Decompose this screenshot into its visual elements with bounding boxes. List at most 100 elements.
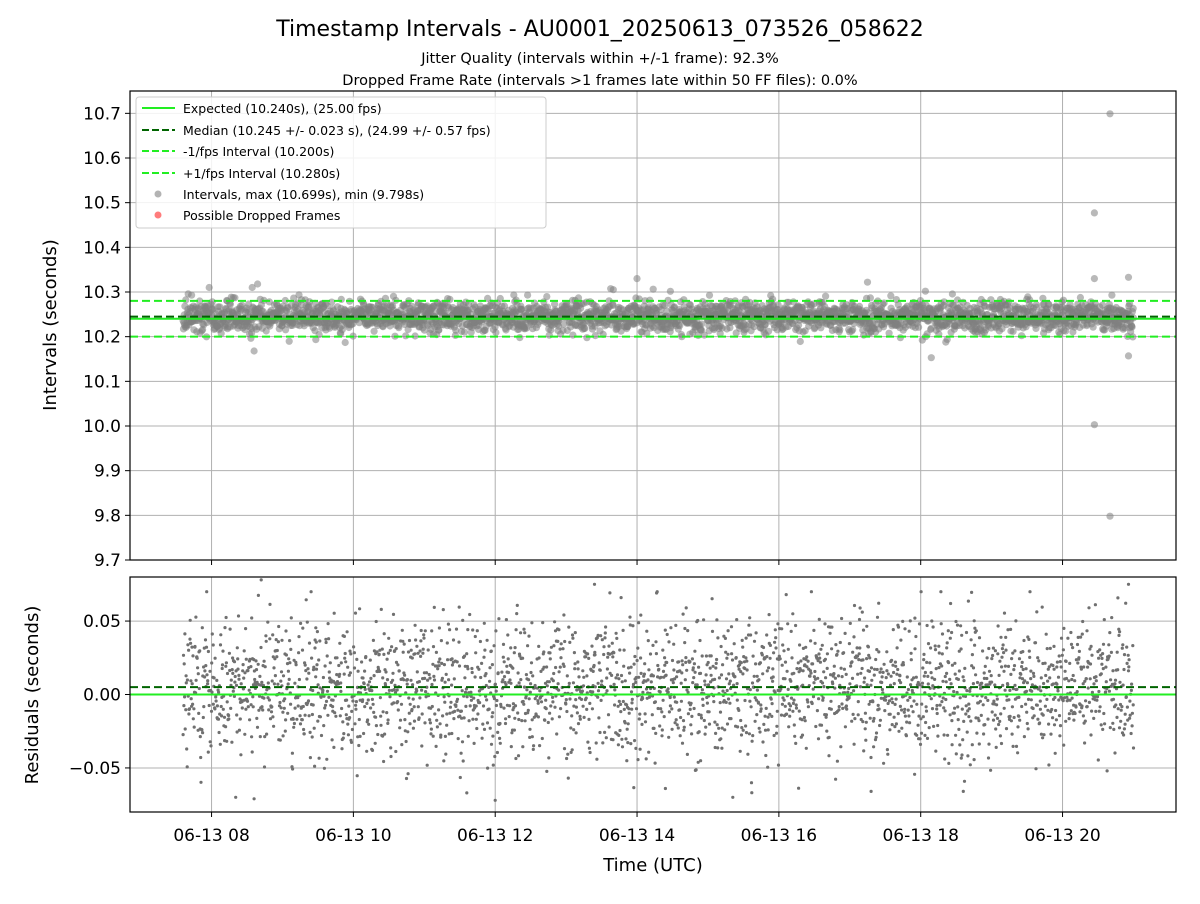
residual-point: [660, 710, 663, 713]
residual-point: [542, 650, 545, 653]
residual-point: [449, 701, 452, 704]
residual-point: [325, 758, 328, 761]
residual-point: [695, 768, 698, 771]
residual-point: [391, 679, 394, 682]
residual-point: [351, 728, 354, 731]
residual-point: [925, 710, 928, 713]
residual-point: [794, 624, 797, 627]
residual-point: [647, 751, 650, 754]
residual-point: [922, 715, 925, 718]
residual-point: [605, 736, 608, 739]
residual-point: [665, 674, 668, 677]
interval-point: [822, 293, 829, 300]
residual-point: [508, 704, 511, 707]
residual-point: [242, 677, 245, 680]
residual-point: [908, 721, 911, 724]
residual-point: [693, 662, 696, 665]
residual-point: [307, 699, 310, 702]
residual-point: [789, 704, 792, 707]
residual-point: [365, 750, 368, 753]
residual-point: [890, 675, 893, 678]
residual-point: [374, 716, 377, 719]
residual-point: [389, 649, 392, 652]
residual-point: [451, 657, 454, 660]
residual-point: [647, 639, 650, 642]
residual-point: [221, 667, 224, 670]
residual-point: [660, 734, 663, 737]
residual-point: [595, 758, 598, 761]
residual-point: [834, 778, 837, 781]
residual-point: [579, 718, 582, 721]
residual-point: [675, 701, 678, 704]
residual-point: [615, 637, 618, 640]
residual-point: [841, 707, 844, 710]
residual-point: [372, 711, 375, 714]
residual-point: [659, 707, 662, 710]
residual-point: [532, 744, 535, 747]
residual-point: [580, 698, 583, 701]
residual-point: [421, 712, 424, 715]
residual-point: [807, 660, 810, 663]
residual-point: [897, 712, 900, 715]
residual-point: [926, 675, 929, 678]
residual-point: [733, 642, 736, 645]
residual-point: [365, 702, 368, 705]
residual-point: [725, 657, 728, 660]
residual-point: [885, 650, 888, 653]
residual-point: [866, 683, 869, 686]
residual-point: [373, 674, 376, 677]
residual-point: [548, 712, 551, 715]
residual-point: [443, 663, 446, 666]
residual-point: [708, 710, 711, 713]
residual-point: [217, 691, 220, 694]
residual-point: [680, 700, 683, 703]
interval-point: [667, 288, 674, 295]
residual-point: [418, 696, 421, 699]
top-y-tick-label: 10.7: [83, 104, 121, 124]
residual-point: [493, 755, 496, 758]
residual-point: [704, 726, 707, 729]
residual-point: [661, 649, 664, 652]
residual-point: [944, 698, 947, 701]
residual-point: [199, 781, 202, 784]
residual-point: [783, 677, 786, 680]
residual-point: [450, 684, 453, 687]
residual-point: [706, 702, 709, 705]
residual-point: [465, 652, 468, 655]
residual-point: [827, 754, 830, 757]
residual-point: [449, 706, 452, 709]
residual-point: [221, 650, 224, 653]
residual-point: [632, 786, 635, 789]
residual-point: [681, 663, 684, 666]
residual-point: [837, 674, 840, 677]
residual-point: [523, 686, 526, 689]
residual-point: [264, 634, 267, 637]
residual-point: [587, 657, 590, 660]
residual-point: [522, 703, 525, 706]
residual-point: [203, 669, 206, 672]
residual-point: [560, 642, 563, 645]
residual-point: [869, 756, 872, 759]
residual-point: [265, 640, 268, 643]
residual-point: [553, 706, 556, 709]
residual-point: [918, 622, 921, 625]
residual-point: [342, 732, 345, 735]
residual-point: [568, 697, 571, 700]
interval-point: [342, 339, 349, 346]
residual-point: [894, 665, 897, 668]
residual-point: [626, 741, 629, 744]
residual-point: [197, 712, 200, 715]
residual-point: [307, 672, 310, 675]
residual-point: [947, 762, 950, 765]
top-y-tick-label: 10.4: [83, 238, 121, 258]
residual-point: [586, 741, 589, 744]
legend-median-label: Median (10.245 +/- 0.023 s), (24.99 +/- …: [183, 123, 491, 138]
residual-point: [862, 749, 865, 752]
residual-point: [899, 639, 902, 642]
residual-point: [787, 648, 790, 651]
residual-point: [795, 667, 798, 670]
residual-point: [773, 734, 776, 737]
residual-point: [271, 715, 274, 718]
residual-point: [669, 704, 672, 707]
residual-point: [664, 629, 667, 632]
